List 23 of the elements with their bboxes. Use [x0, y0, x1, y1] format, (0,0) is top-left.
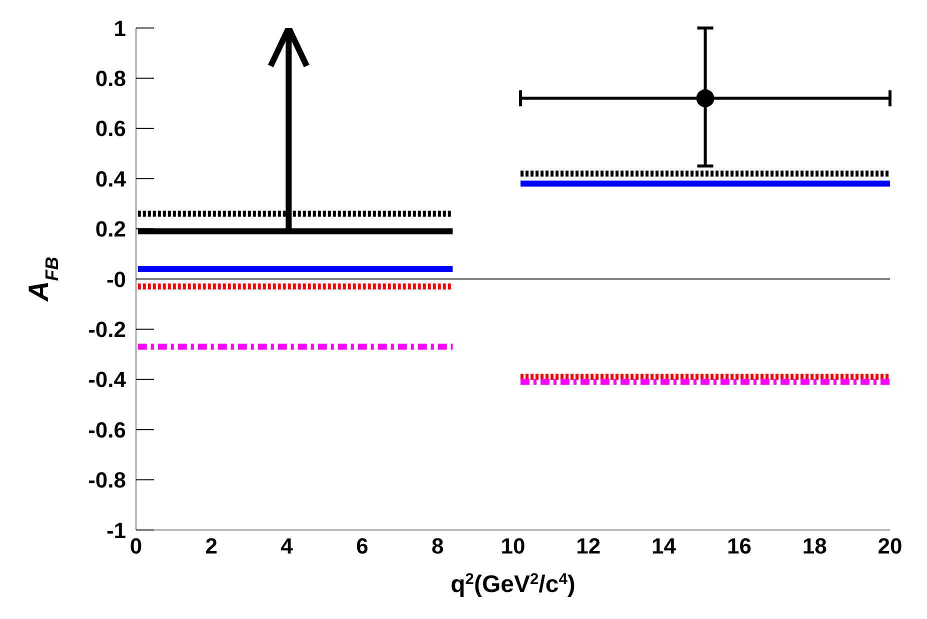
x-tick-label: 20 [878, 534, 902, 559]
y-tick-label: 1 [114, 16, 126, 41]
y-tick-label: -0 [106, 266, 126, 292]
y-tick-label: -0.4 [88, 367, 127, 392]
y-tick-label: 0.4 [95, 166, 127, 192]
x-tick-label: 16 [726, 534, 752, 559]
x-tick-label: 12 [576, 534, 601, 559]
x-tick-label: 4 [280, 534, 294, 559]
x-tick-label: 14 [652, 534, 677, 559]
y-tick-label: 0.6 [95, 116, 126, 142]
x-tick-label: 8 [431, 534, 444, 559]
y-tick-label: -0.8 [88, 468, 126, 493]
x-tick-label: 10 [500, 534, 526, 559]
x-tick-label: 6 [356, 534, 368, 559]
y-tick-label: -0.6 [88, 417, 126, 442]
x-tick-label: 18 [802, 534, 827, 559]
y-tick-label: -0.2 [88, 317, 126, 342]
x-tick-label: 2 [205, 534, 218, 559]
y-tick-label: 0.2 [95, 216, 126, 242]
x-axis-title: q$^{2}$(GeV$^{2}$/c$^{4}$) [450, 570, 576, 598]
x-tick-label: 0 [130, 534, 142, 559]
y-tick-label: -1 [106, 518, 126, 543]
y-tick-label: 0.8 [95, 66, 126, 92]
